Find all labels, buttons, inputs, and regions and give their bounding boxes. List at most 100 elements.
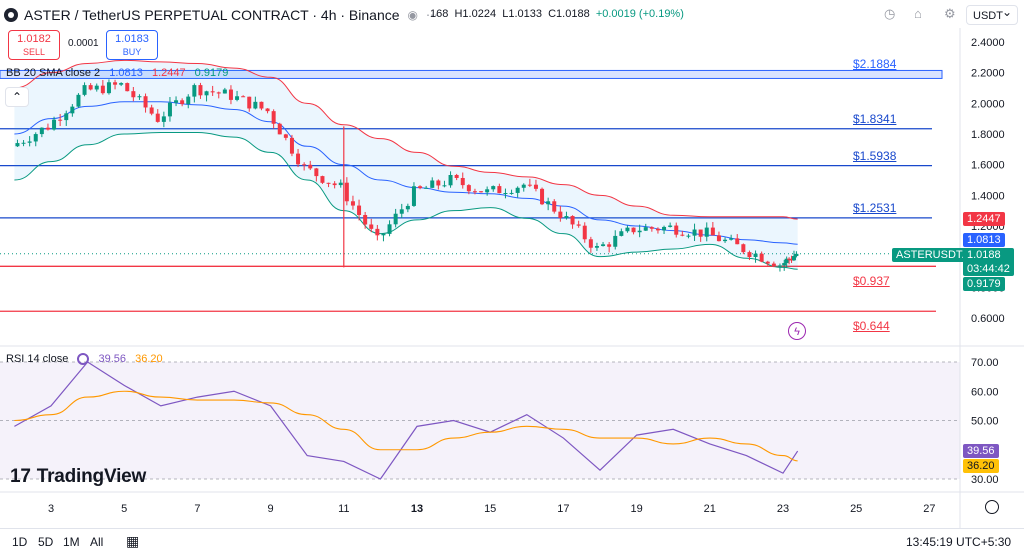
time-tick-label: 27 [923,503,935,515]
rsi-ma-value: 36.20 [135,353,163,365]
rsi-tick-label: 70.00 [971,357,999,369]
rsi-tick-label: 50.00 [971,416,999,428]
rsi-line [14,361,799,480]
last-price: 1.0188 [967,249,1001,261]
candle-body [723,239,728,242]
bb-upper-line [14,59,798,220]
tag-icon[interactable]: ⌂ [914,6,922,21]
candle-body [558,211,563,218]
candle-body [326,182,331,184]
price-tick-label: 2.0000 [971,98,1005,110]
settings-icon[interactable]: ⚙ [944,6,956,21]
time-tick-label: 7 [194,503,200,515]
candle-body [271,111,276,124]
candle-body [125,83,130,92]
rsi-tag: 39.56 [963,444,999,458]
candle-body [82,85,87,95]
price-tick-label: 1.6000 [971,160,1005,172]
buy-button[interactable]: 1.0183 BUY [106,30,158,60]
candle-body [137,96,142,98]
clock-icon[interactable]: ◷ [884,6,896,21]
currency-select[interactable]: USDT [966,2,1018,25]
candle-body [39,127,44,135]
bb-lower-value: 0.9179 [194,67,229,79]
rsi-value: 39.56 [98,353,127,365]
candle-body [588,239,593,248]
price-tick-label: 2.2000 [971,68,1005,80]
bottom-toolbar: 1D 5D 1M All ▦ 13:45:19 UTC+5:30 [0,528,1024,557]
candle-body [479,191,484,193]
range-5d[interactable]: 5D [38,535,54,549]
chart-canvas[interactable]: 2.40002.20002.00001.80001.60001.40001.20… [0,0,1024,528]
candle-body [344,182,349,202]
candle-body [716,235,721,242]
lower-band-tag: 0.9179 [963,277,1005,291]
candle-body [649,227,654,229]
candle-body [613,235,618,247]
candle-body [784,258,789,264]
sell-price: 1.0182 [17,33,51,45]
candle-body [791,256,796,261]
ohlc-low: L1.0133 [502,8,542,20]
range-1m[interactable]: 1M [63,535,80,549]
candle-body [143,96,148,108]
candle-body [430,180,435,188]
rsi-legend[interactable]: RSI 14 close 39.56 36.20 [6,353,163,365]
rsi-tick-label: 30.00 [971,474,999,486]
buy-price: 1.0183 [115,33,149,45]
candle-body [503,193,508,195]
candle-body [180,100,185,105]
time-tick-label: 21 [704,503,716,515]
candle-body [106,82,111,94]
level-label-5: $0.644 [853,319,890,334]
bb-basis-line [14,101,798,245]
candle-body [192,85,197,97]
candle-body [119,83,124,85]
candle-body [131,91,136,98]
candle-body [357,205,362,216]
bb-basis-value: 1.0813 [109,67,143,79]
bb-upper-value: 1.2447 [151,67,186,79]
candle-body [607,244,612,247]
ohlc-change: +0.0019 (+0.19%) [595,8,684,20]
candle-body [241,96,246,98]
collapse-legend-button[interactable]: ⌃ [6,88,28,106]
range-all[interactable]: All [90,535,104,549]
calendar-icon[interactable]: ▦ [126,533,140,549]
countdown: 03:44:42 [967,263,1010,275]
time-tick-label: 5 [121,503,127,515]
time-tick-label: 23 [777,503,789,515]
candle-body [235,96,240,100]
candle-body [198,85,203,96]
range-1d[interactable]: 1D [12,535,28,549]
candle-body [149,107,154,114]
candle-body [161,116,166,122]
candle-body [619,231,624,236]
candle-body [399,209,404,214]
candle-body [247,96,252,109]
time-tick-label: 9 [268,503,274,515]
spread-value: 0.0001 [68,38,99,49]
candle-body [21,142,26,144]
candle-body [735,238,740,245]
candle-body [765,261,770,264]
candle-body [787,258,792,260]
basis-tag: 1.0813 [963,233,1005,247]
level-label-3: $1.2531 [853,200,897,215]
eye-icon[interactable]: ◉ [407,8,419,22]
auto-scale-icon[interactable] [985,500,999,514]
rsi-tick-label: 60.00 [971,386,999,398]
candle-body [33,134,38,142]
symbol-title[interactable]: ASTER / TetherUS PERPETUAL CONTRACT · 4h… [24,7,400,23]
candle-body [222,89,227,94]
candle-body [753,253,758,257]
sell-button[interactable]: 1.0182 SELL [8,30,60,60]
lightning-icon[interactable]: ϟ [788,322,806,340]
bb-legend[interactable]: BB 20 SMA close 2 1.0813 1.2447 0.9179 [6,67,228,79]
candle-body [546,201,551,205]
rsi-settings-icon[interactable] [77,353,90,365]
candle-body [789,259,794,261]
more-dots-icon[interactable]: ⋯ [426,8,439,22]
clock-readout[interactable]: 13:45:19 UTC+5:30 [906,535,1012,549]
ohlc-values: 168 H1.0224 L1.0133 C1.0188 +0.0019 (+0.… [430,8,684,20]
